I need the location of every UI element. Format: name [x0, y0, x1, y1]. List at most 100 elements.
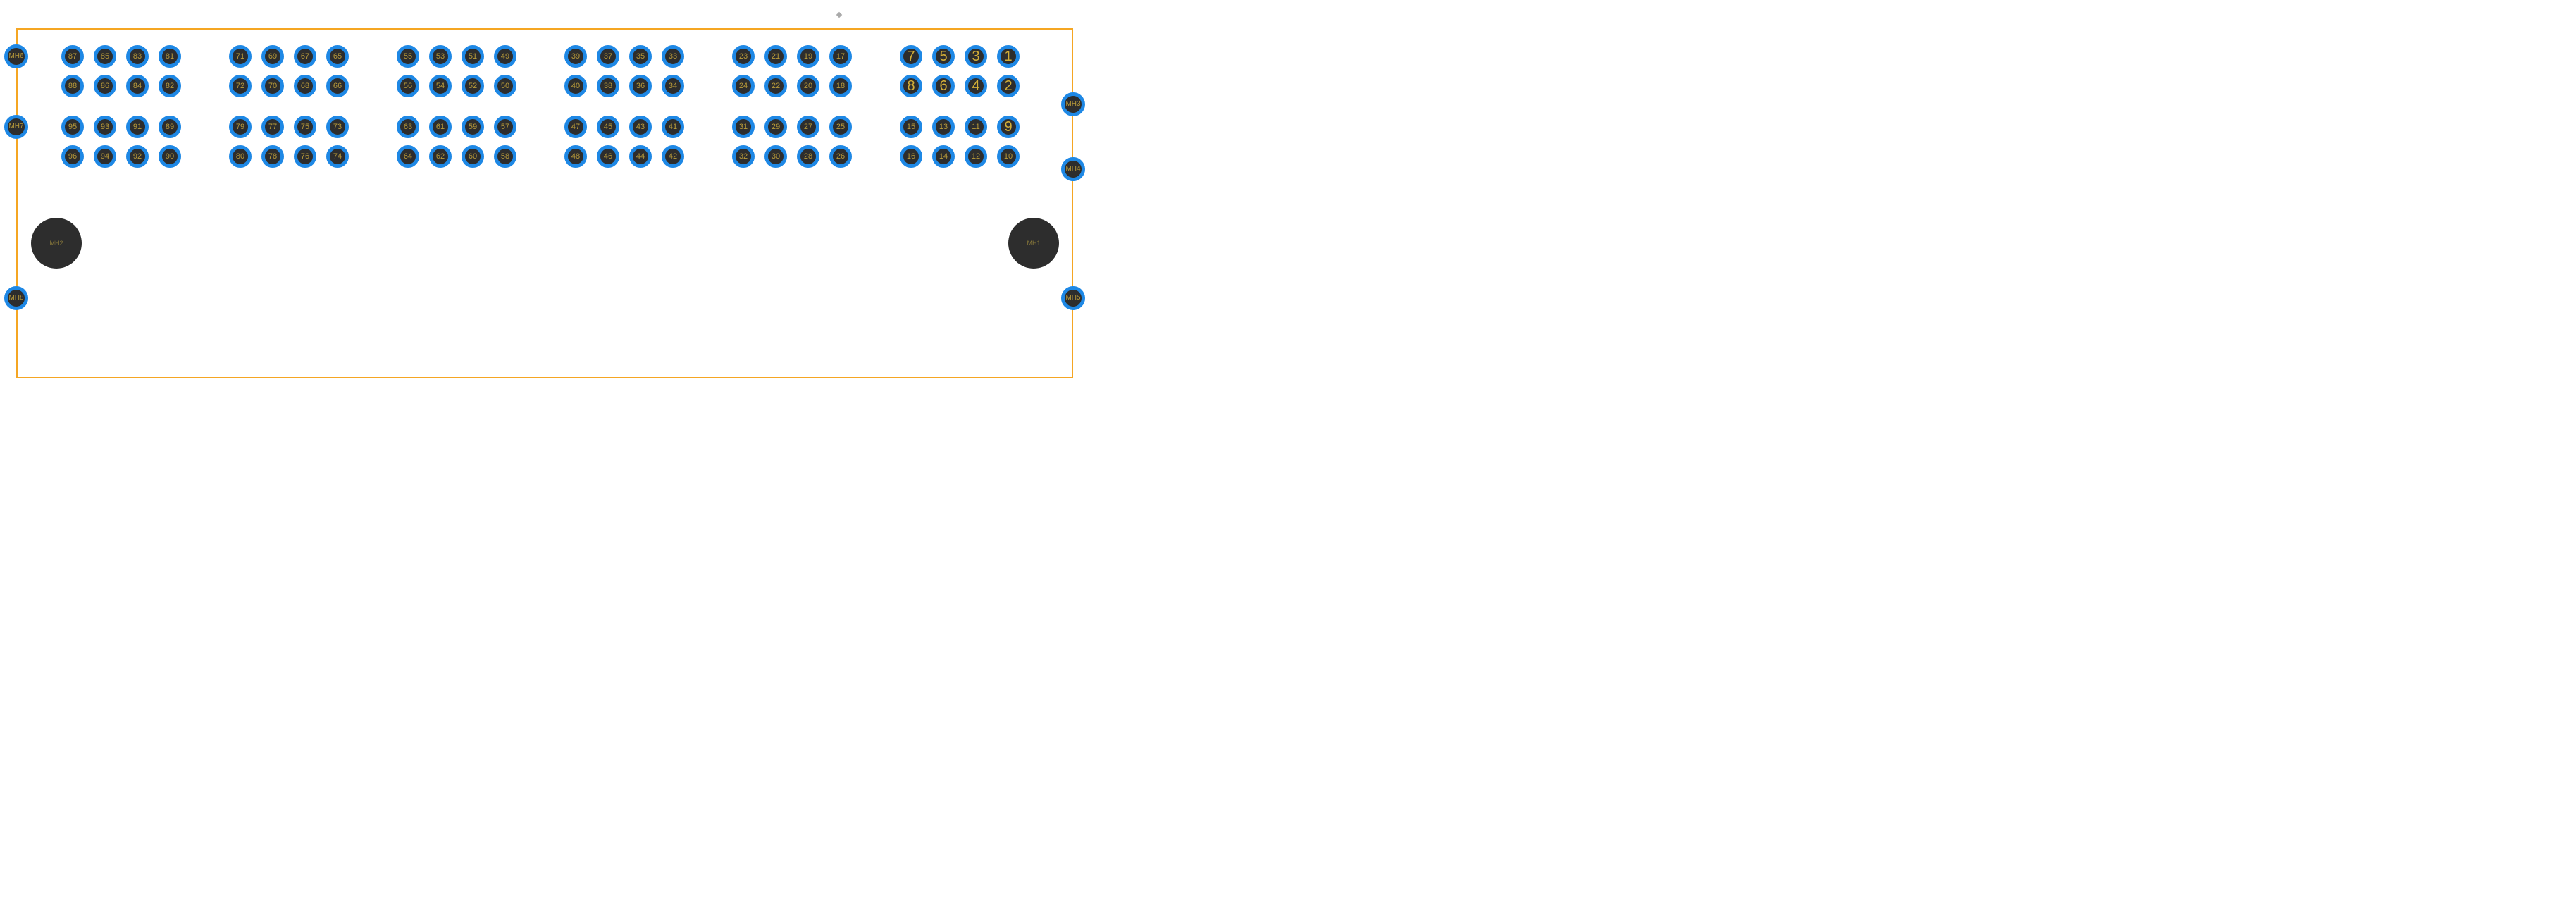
pad-label-41: 41: [669, 123, 677, 131]
hole-label-MH2: MH2: [49, 240, 63, 247]
pad-label-1: 1: [1004, 49, 1012, 63]
pad-label-36: 36: [636, 82, 645, 90]
pad-label-24: 24: [739, 82, 748, 90]
pad-28: 28: [797, 145, 819, 168]
pad-label-42: 42: [669, 153, 677, 161]
pad-label-94: 94: [101, 153, 109, 161]
pad-label-17: 17: [836, 53, 845, 61]
pad-5: 5: [932, 45, 955, 68]
pad-89: 89: [159, 116, 181, 138]
pad-label-16: 16: [907, 153, 915, 161]
pad-85: 85: [94, 45, 116, 68]
pad-81: 81: [159, 45, 181, 68]
pad-label-63: 63: [404, 123, 412, 131]
pad-44: 44: [629, 145, 652, 168]
pad-58: 58: [494, 145, 516, 168]
pad-label-76: 76: [301, 153, 309, 161]
pad-63: 63: [397, 116, 419, 138]
pad-label-29: 29: [772, 123, 780, 131]
pad-29: 29: [764, 116, 787, 138]
pad-label-31: 31: [739, 123, 748, 131]
mounting-pad-label-MH8: MH8: [8, 295, 23, 302]
pad-label-43: 43: [636, 123, 645, 131]
mounting-pad-MH6: MH6: [4, 44, 28, 68]
pad-87: 87: [61, 45, 84, 68]
pad-label-69: 69: [268, 53, 277, 61]
pad-label-62: 62: [436, 153, 445, 161]
pad-label-26: 26: [836, 153, 845, 161]
pad-55: 55: [397, 45, 419, 68]
pad-39: 39: [564, 45, 587, 68]
pad-94: 94: [94, 145, 116, 168]
pad-label-53: 53: [436, 53, 445, 61]
pad-47: 47: [564, 116, 587, 138]
pad-38: 38: [597, 75, 619, 97]
pad-16: 16: [900, 145, 922, 168]
pad-label-88: 88: [68, 82, 77, 90]
pad-8: 8: [900, 75, 922, 97]
pad-74: 74: [326, 145, 349, 168]
pad-82: 82: [159, 75, 181, 97]
pad-11: 11: [965, 116, 987, 138]
pad-label-70: 70: [268, 82, 277, 90]
pad-label-9: 9: [1004, 120, 1012, 134]
pad-62: 62: [429, 145, 452, 168]
pad-19: 19: [797, 45, 819, 68]
pad-79: 79: [229, 116, 252, 138]
pad-label-71: 71: [236, 53, 244, 61]
pad-label-5: 5: [939, 49, 947, 63]
pad-1: 1: [997, 45, 1020, 68]
pad-37: 37: [597, 45, 619, 68]
pad-label-37: 37: [604, 53, 612, 61]
pad-54: 54: [429, 75, 452, 97]
mounting-pad-label-MH7: MH7: [8, 123, 23, 130]
pad-80: 80: [229, 145, 252, 168]
pad-14: 14: [932, 145, 955, 168]
pad-50: 50: [494, 75, 516, 97]
pad-label-82: 82: [166, 82, 174, 90]
pad-42: 42: [662, 145, 684, 168]
pad-label-28: 28: [804, 153, 812, 161]
pad-label-59: 59: [469, 123, 477, 131]
pad-label-35: 35: [636, 53, 645, 61]
pad-61: 61: [429, 116, 452, 138]
pad-label-86: 86: [101, 82, 109, 90]
pad-label-84: 84: [133, 82, 142, 90]
pad-84: 84: [126, 75, 149, 97]
pad-label-46: 46: [604, 153, 612, 161]
pad-10: 10: [997, 145, 1020, 168]
pad-label-21: 21: [772, 53, 780, 61]
pad-92: 92: [126, 145, 149, 168]
pad-96: 96: [61, 145, 84, 168]
pad-label-89: 89: [166, 123, 174, 131]
pad-label-20: 20: [804, 82, 812, 90]
pad-45: 45: [597, 116, 619, 138]
pad-30: 30: [764, 145, 787, 168]
pad-90: 90: [159, 145, 181, 168]
pad-label-68: 68: [301, 82, 309, 90]
pad-label-8: 8: [907, 79, 915, 93]
pad-67: 67: [294, 45, 316, 68]
pad-27: 27: [797, 116, 819, 138]
pad-label-64: 64: [404, 153, 412, 161]
pad-36: 36: [629, 75, 652, 97]
pad-40: 40: [564, 75, 587, 97]
mounting-pad-label-MH4: MH4: [1065, 166, 1080, 173]
pad-label-22: 22: [772, 82, 780, 90]
pad-label-87: 87: [68, 53, 77, 61]
pad-52: 52: [462, 75, 484, 97]
pad-label-56: 56: [404, 82, 412, 90]
pad-46: 46: [597, 145, 619, 168]
orientation-marker: [836, 12, 842, 18]
pad-label-58: 58: [501, 153, 509, 161]
pad-label-51: 51: [469, 53, 477, 61]
pad-label-73: 73: [333, 123, 342, 131]
mounting-pad-MH7: MH7: [4, 115, 28, 139]
pad-label-90: 90: [166, 153, 174, 161]
pad-label-79: 79: [236, 123, 244, 131]
pad-70: 70: [261, 75, 284, 97]
pad-label-93: 93: [101, 123, 109, 131]
pad-label-57: 57: [501, 123, 509, 131]
pad-label-75: 75: [301, 123, 309, 131]
pad-43: 43: [629, 116, 652, 138]
